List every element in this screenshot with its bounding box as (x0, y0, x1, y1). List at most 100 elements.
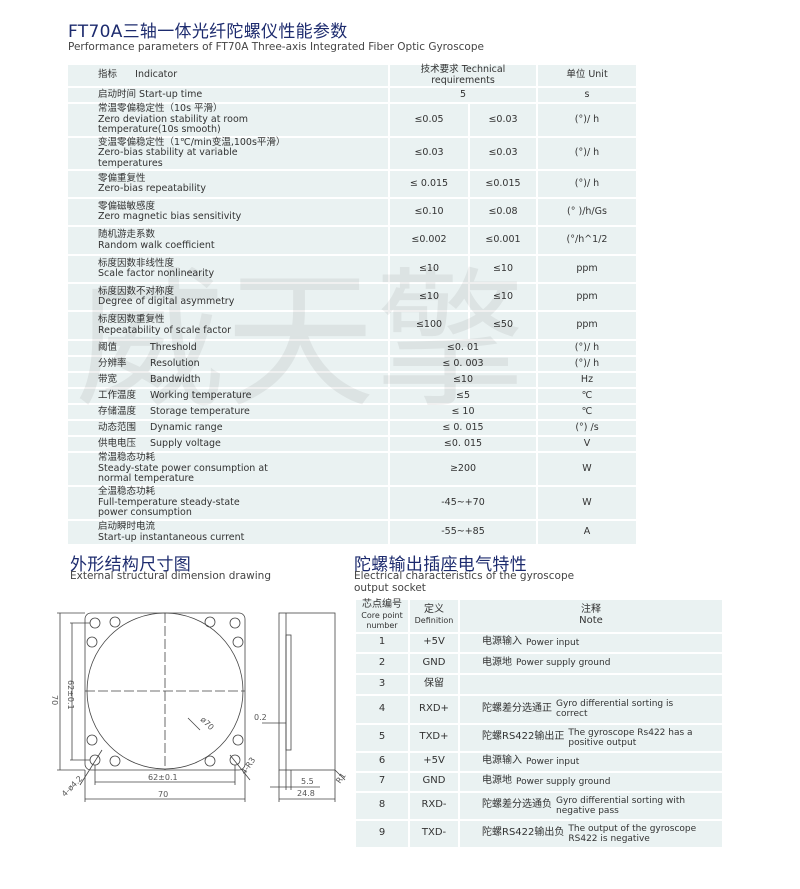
performance-table: 指标 Indicator 技术要求 Technical requirements… (66, 63, 638, 546)
note-en: Gyro differential sorting is correct (556, 699, 674, 719)
unit-value: W (582, 462, 592, 474)
indicator-cn: 变温零偏稳定性（1℃/min变温,100s平滑） (98, 136, 286, 148)
indicator-cn: 启动瞬时电流 (98, 521, 156, 532)
table-row: 带宽 Bandwidth ≤10 Hz (68, 373, 636, 387)
note-cn: 电源输入 (482, 755, 522, 767)
core-number: 2 (378, 656, 386, 668)
requirement-value: ≥200 (449, 462, 477, 474)
indicator-cn: 启动时间 (98, 88, 137, 100)
indicator-cn: 存储温度 (98, 405, 137, 417)
requirement-value-2: ≤0.001 (485, 234, 521, 246)
requirement-value-1: ≤100 (415, 319, 443, 331)
note-en: Power input (526, 637, 580, 648)
socket-table: 芯点编号 Core point number 定义 Definition 注释 Not… (354, 598, 724, 849)
indicator-cn: 全温稳态功耗 (98, 486, 156, 498)
unit-value: (° )/h/Gs (567, 205, 607, 217)
indicator-cn: 带宽 (98, 373, 118, 385)
unit-value: W (582, 496, 592, 508)
indicator-cn: 标度因数不对称度 (98, 285, 175, 297)
header-num-cn: 芯点编号 (362, 599, 402, 610)
dimension-drawing: 70 62±0.1 62±0.1 70 ø70 4-ø4.2 4-R3 0.2 … (50, 612, 348, 802)
table-row: 常温零偏稳定性（10s 平滑） Zero deviation stability … (68, 103, 636, 136)
note-cn: 电源地 (482, 775, 512, 787)
indicator-en: Scale factor nonlinearity (98, 268, 215, 279)
table-row: 5 TXD+ 陀螺RS422输出正 The gyroscope Rs422 has a… (356, 724, 722, 751)
note-en: Power supply ground (516, 658, 611, 668)
socket-subtitle: Electrical characteristics of the gyrosc… (354, 570, 575, 594)
requirement-value-2: ≤50 (492, 319, 514, 331)
indicator-cn: 零偏磁敏感度 (98, 200, 156, 212)
core-number: 5 (378, 731, 386, 743)
unit-value: (°)/ h (574, 113, 600, 125)
table-row: 4 RXD+ 陀螺差分选通正 Gyro differential sorting is… (356, 695, 722, 723)
table-header: 芯点编号 Core point number 定义 Definition 注释 Not… (356, 599, 722, 632)
unit-value: ℃ (581, 405, 593, 417)
header-def-en: Definition (414, 615, 454, 625)
table-row: 标度因数不对称度 Degree of digital asymmetry ≤10 ≤1… (68, 284, 636, 310)
indicator-cn: 供电电压 (98, 437, 137, 449)
indicator-cn: 零偏重复性 (98, 172, 146, 184)
table-row: 零偏重复性 Zero-bias repeatability ≤ 0.015 ≤0.01… (68, 171, 636, 197)
dim-depth: 24.8 (297, 789, 315, 798)
indicator-en: Degree of digital asymmetry (98, 296, 235, 307)
indicator-en: Threshold (150, 341, 197, 353)
requirement-value-1: ≤0.03 (414, 147, 444, 158)
note-en: Gyro differential sorting with negative … (556, 795, 686, 816)
unit-value: (°)/ h (574, 341, 600, 353)
table-row: 8 RXD- 陀螺差分选通负 Gyro differential sorting wi… (356, 792, 722, 819)
table-row: 启动时间 Start-up time 5 s (68, 88, 636, 102)
requirement-value-2: ≤0.03 (488, 147, 518, 158)
side-view (278, 612, 336, 771)
unit-value: (°/h^1/2 (566, 234, 608, 246)
requirement-value-2: ≤0.08 (488, 205, 518, 217)
note-en: The output of the gyroscope RS422 is neg… (568, 823, 697, 844)
unit-value: (°)/ h (574, 147, 600, 158)
note-cn: 陀螺RS422输出负 (482, 827, 565, 839)
indicator-en: Resolution (150, 357, 200, 369)
header-num-en: Core point number (361, 610, 403, 631)
header-note-en: Note (579, 614, 603, 626)
unit-value: ℃ (581, 389, 593, 401)
unit-value: Hz (580, 373, 594, 385)
requirement-value: ≤ 10 (451, 405, 475, 417)
indicator-cn: 阈值 (98, 341, 118, 353)
indicator-en: Start-up time (139, 88, 203, 100)
indicator-cn: 常温稳态功耗 (98, 452, 156, 464)
table-row: 阈值 Threshold ≤0. 01 (°)/ h (68, 341, 636, 355)
indicator-en: Repeatability of scale factor (98, 324, 232, 336)
dim-edge: R1 (334, 771, 347, 785)
indicator-en: Random walk coefficient (98, 239, 215, 251)
header-unit: 单位 Unit (538, 65, 636, 86)
table-row: 3 保留 (356, 674, 722, 694)
unit-value: s (584, 88, 590, 100)
definition: GND (422, 775, 446, 787)
dim-height: 70 (50, 695, 59, 705)
note-cn: 电源输入 (482, 636, 522, 648)
indicator-cn: 标度因数重复性 (98, 314, 165, 325)
requirement-value: 5 (459, 88, 467, 100)
indicator-en: Zero-bias stability at variable temperat… (98, 147, 238, 169)
indicator-en: Bandwidth (150, 373, 201, 385)
table-row: 变温零偏稳定性（1℃/min变温,100s平滑） Zero-bias stabil… (68, 136, 636, 169)
core-number: 7 (378, 775, 386, 787)
indicator-cn: 标度因数非线性度 (98, 257, 175, 269)
requirement-value-2: ≤10 (492, 290, 514, 302)
dim-hole-vertical: 62±0.1 (66, 680, 75, 710)
definition: RXD+ (419, 702, 449, 714)
header-indicator-cn: 指标 (98, 69, 118, 81)
table-row: 6 +5V 电源输入 Power input (356, 752, 722, 771)
table-row: 存储温度 Storage temperature ≤ 10 ℃ (68, 405, 636, 419)
requirement-value-1: ≤10 (418, 262, 440, 274)
dim-hole-horizontal: 62±0.1 (148, 773, 178, 782)
note-cn: 陀螺RS422输出正 (482, 731, 565, 743)
requirement-value: ≤ 0. 015 (442, 421, 484, 433)
definition: GND (422, 656, 446, 668)
requirement-value-2: ≤0.03 (488, 113, 518, 125)
table-row: 零偏磁敏感度 Zero magnetic bias sensitivity ≤0.1… (68, 199, 636, 225)
unit-value: (°)/ h (574, 177, 600, 189)
indicator-cn: 动态范围 (98, 421, 137, 433)
table-header: 指标 Indicator 技术要求 Technical requirements… (68, 64, 636, 86)
definition: TXD- (421, 827, 447, 839)
indicator-en: Zero magnetic bias sensitivity (98, 211, 242, 222)
requirement-value-1: ≤ 0.015 (409, 177, 449, 189)
